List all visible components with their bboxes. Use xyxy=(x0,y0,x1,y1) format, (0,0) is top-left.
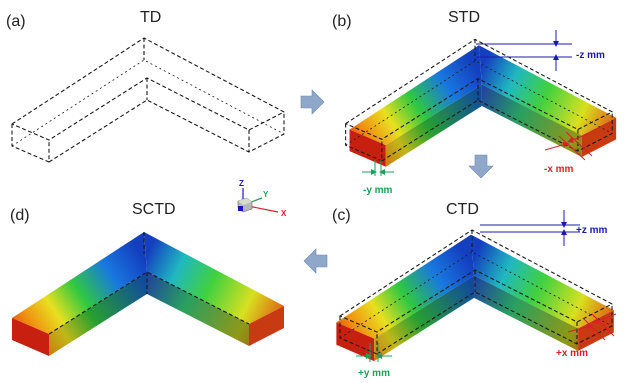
ctd-x-label: +x mm xyxy=(556,348,588,359)
ctd-y-dimension: +y mm xyxy=(356,343,392,379)
ctd-y-label: +y mm xyxy=(358,368,390,379)
sctd-model xyxy=(12,232,284,356)
panel-b-label: (b) xyxy=(332,13,352,30)
std-y-label: -y mm xyxy=(363,185,393,196)
arrow-c-to-d-icon xyxy=(303,248,328,274)
panel-a-label: (a) xyxy=(6,13,26,30)
panel-c-label: (c) xyxy=(332,207,351,224)
std-z-dimension: -z mm xyxy=(476,30,605,71)
std-x-dimension: -x mm xyxy=(544,131,593,175)
ctd-z-dimension: +z mm xyxy=(480,210,608,246)
panel-b-title: STD xyxy=(448,9,480,26)
axis-y-label: Y xyxy=(263,190,269,199)
panel-c-title: CTD xyxy=(446,201,479,218)
axis-z-label: Z xyxy=(239,179,244,188)
ctd-z-label: +z mm xyxy=(576,225,608,236)
panel-d-title: SCTD xyxy=(132,201,176,218)
arrow-b-to-c-icon xyxy=(468,154,494,179)
td-wireframe xyxy=(11,37,285,163)
panel-a-title: TD xyxy=(140,9,161,26)
axis-x-label: X xyxy=(281,209,287,218)
ctd-model xyxy=(336,229,614,362)
ctd-x-dimension: +x mm xyxy=(556,313,617,359)
panel-d-label: (d) xyxy=(10,207,30,224)
std-y-dimension: -y mm xyxy=(362,160,394,196)
std-x-label: -x mm xyxy=(544,164,574,175)
axes-triad-icon: Z Y X xyxy=(237,179,287,218)
arrow-a-to-b-icon xyxy=(300,89,325,115)
std-z-label: -z mm xyxy=(576,50,605,61)
